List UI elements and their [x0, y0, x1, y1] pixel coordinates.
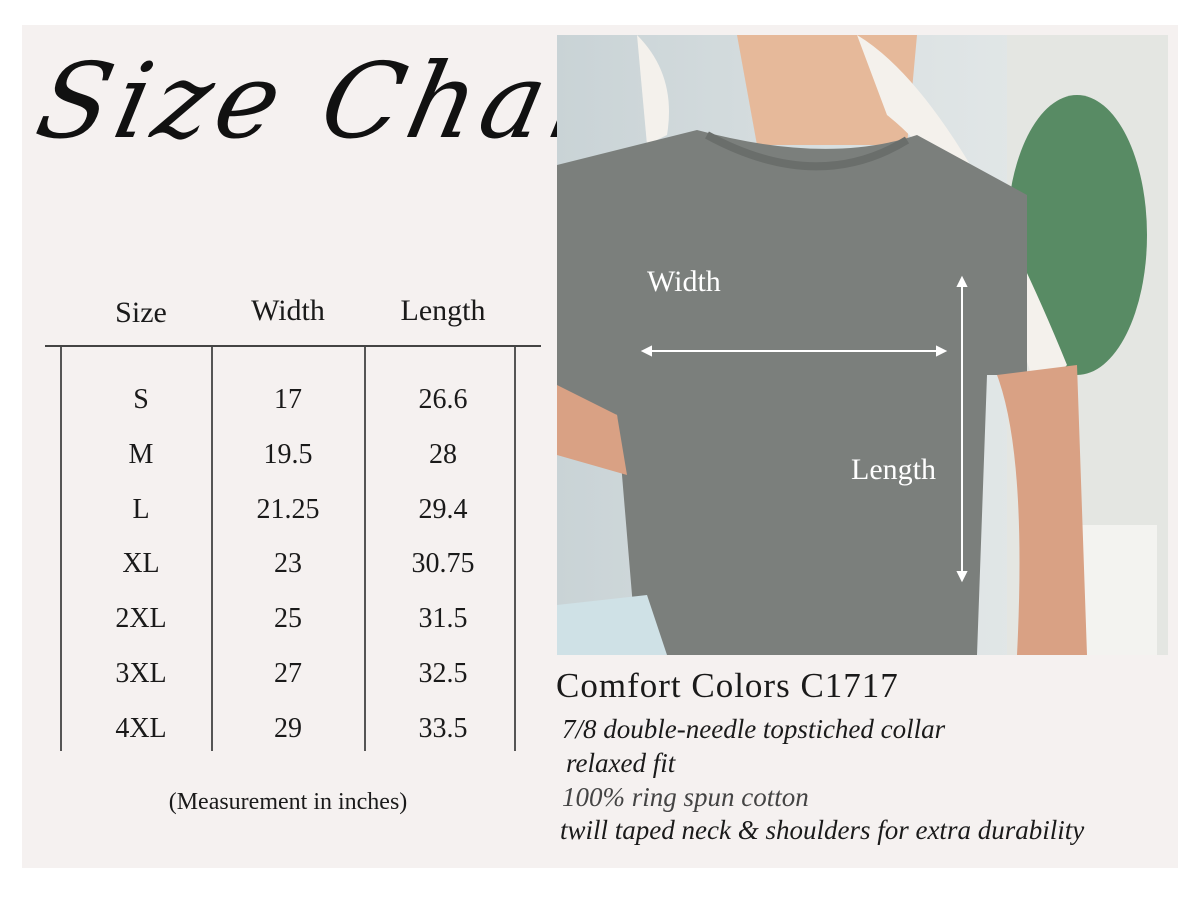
length-cell: 33.5 [418, 712, 468, 744]
size-cell: 4XL [115, 712, 167, 744]
model-photo: Width Length [557, 35, 1168, 655]
product-name: Comfort Colors C1717 [556, 666, 899, 705]
width-cell: 25 [274, 603, 302, 635]
width-cell: 23 [274, 548, 302, 580]
size-cell: L [132, 493, 150, 525]
header-width: Width [251, 294, 325, 327]
length-cell: 28 [429, 438, 457, 470]
size-cell: XL [122, 548, 160, 580]
width-cell: 17 [274, 384, 302, 415]
length-cell: 30.75 [411, 548, 475, 580]
header-divider [45, 345, 541, 347]
size-cell: 3XL [115, 658, 167, 689]
size-cell: S [133, 384, 149, 415]
length-cell: 31.5 [418, 603, 468, 635]
feature-item: twill taped neck & shoulders for extra d… [560, 815, 1085, 845]
header-length: Length [400, 294, 486, 327]
length-cell: 26.6 [418, 384, 468, 415]
width-label: Width [647, 265, 721, 298]
column-divider [211, 347, 213, 751]
header-size: Size [115, 296, 167, 329]
column-divider [364, 347, 366, 751]
length-cell: 32.5 [418, 658, 468, 689]
size-cell: 2XL [115, 603, 167, 635]
length-cell: 29.4 [418, 493, 468, 525]
measurement-note: (Measurement in inches) [168, 789, 408, 815]
size-cell: M [128, 438, 154, 470]
feature-item: 7/8 double-needle topstiched collar [562, 714, 946, 744]
feature-item: 100% ring spun cotton [562, 782, 809, 812]
feature-item: relaxed fit [566, 748, 676, 778]
width-cell: 19.5 [263, 438, 313, 470]
column-divider [60, 347, 62, 751]
width-cell: 21.25 [256, 493, 320, 525]
width-cell: 27 [274, 658, 302, 689]
width-cell: 29 [274, 712, 302, 744]
shirt-illustration [557, 35, 1168, 655]
length-label: Length [851, 453, 936, 486]
column-divider [514, 347, 516, 751]
